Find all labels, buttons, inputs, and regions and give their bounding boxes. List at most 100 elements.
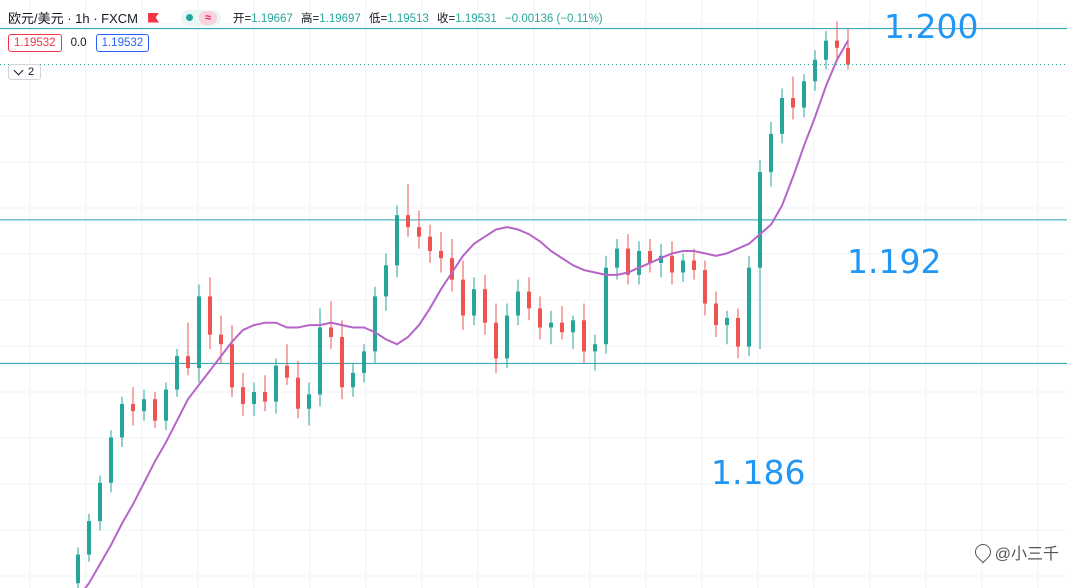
candle-body bbox=[593, 344, 597, 352]
candle bbox=[175, 348, 179, 397]
candle-body bbox=[219, 334, 223, 345]
candle-body bbox=[362, 351, 366, 373]
candle bbox=[131, 387, 135, 426]
indicators-legend: 2 bbox=[8, 64, 42, 80]
candle bbox=[439, 231, 443, 273]
sell-button[interactable]: 1.19532 bbox=[8, 34, 62, 52]
candle bbox=[208, 277, 212, 349]
watermark-text: @小三千 bbox=[994, 546, 1059, 563]
candle bbox=[329, 301, 333, 349]
candle-body bbox=[164, 389, 168, 421]
candle-body bbox=[494, 322, 498, 359]
trade-panel: 1.19532 0.0 1.19532 bbox=[8, 34, 150, 52]
candle bbox=[560, 305, 564, 340]
low-label: 低= bbox=[369, 12, 388, 25]
candle-body bbox=[252, 392, 256, 404]
candle bbox=[681, 253, 685, 283]
candle-body bbox=[813, 59, 817, 82]
candle-body bbox=[296, 377, 300, 409]
candle-body bbox=[340, 337, 344, 388]
candle bbox=[703, 260, 707, 316]
candle bbox=[153, 392, 157, 428]
candle-body bbox=[197, 296, 201, 369]
buy-button[interactable]: 1.19532 bbox=[95, 34, 150, 52]
candle bbox=[450, 239, 454, 292]
candle-body bbox=[692, 260, 696, 271]
candle-body bbox=[648, 250, 652, 263]
candle bbox=[648, 239, 652, 273]
candle bbox=[494, 303, 498, 373]
candle-body bbox=[318, 327, 322, 395]
candle bbox=[670, 241, 674, 285]
candle bbox=[230, 325, 234, 397]
close-label: 收= bbox=[437, 12, 456, 25]
candle-body bbox=[450, 258, 454, 280]
level-label-1186: 1.186 bbox=[711, 453, 806, 492]
candle-body bbox=[549, 322, 553, 328]
candle-body bbox=[736, 317, 740, 347]
status-dot-icon bbox=[186, 14, 194, 21]
candle bbox=[835, 21, 839, 60]
candle bbox=[395, 205, 399, 278]
candle-body bbox=[758, 172, 762, 268]
candle bbox=[725, 310, 729, 345]
market-status[interactable]: ≈ bbox=[181, 9, 222, 26]
candle bbox=[747, 255, 751, 357]
candle-body bbox=[307, 394, 311, 409]
candle-body bbox=[769, 133, 773, 173]
symbol-title[interactable]: 欧元/美元 · 1h · FXCM bbox=[8, 11, 139, 26]
candle-body bbox=[406, 215, 410, 228]
candle bbox=[285, 344, 289, 385]
low-value: 1.19513 bbox=[387, 12, 429, 25]
candle-body bbox=[703, 270, 707, 304]
candle-body bbox=[780, 98, 784, 134]
symbol-legend: 欧元/美元 · 1h · FXCM ≈ 开=1.19667 高=1.19697 … bbox=[8, 8, 603, 27]
candle bbox=[593, 334, 597, 371]
candle-body bbox=[274, 365, 278, 402]
candle-body bbox=[560, 322, 564, 333]
candle bbox=[736, 308, 740, 359]
candle bbox=[637, 241, 641, 285]
candle-body bbox=[153, 399, 157, 421]
candle-body bbox=[142, 399, 146, 412]
candle bbox=[318, 308, 322, 407]
candle-body bbox=[670, 255, 674, 273]
spread-value: 0.0 bbox=[70, 37, 87, 49]
candle bbox=[769, 121, 773, 187]
indicators-toggle-button[interactable]: 2 bbox=[8, 64, 42, 80]
candle bbox=[692, 248, 696, 280]
candle-body bbox=[461, 279, 465, 316]
candle bbox=[76, 547, 80, 588]
candle bbox=[626, 234, 630, 285]
candle-body bbox=[208, 296, 212, 335]
candle bbox=[109, 430, 113, 493]
wechat-icon bbox=[971, 540, 995, 564]
candle bbox=[472, 277, 476, 326]
candle-body bbox=[835, 40, 839, 48]
candle-body bbox=[76, 554, 80, 584]
candle bbox=[252, 382, 256, 416]
candle bbox=[549, 310, 553, 345]
candle-body bbox=[714, 303, 718, 326]
candle-body bbox=[571, 320, 575, 333]
candle bbox=[582, 303, 586, 364]
candle bbox=[307, 382, 311, 426]
candle-body bbox=[417, 227, 421, 237]
candle bbox=[791, 76, 795, 120]
open-label: 开= bbox=[233, 12, 252, 25]
candle bbox=[296, 360, 300, 419]
indicators-count: 2 bbox=[28, 66, 35, 78]
candle bbox=[813, 50, 817, 91]
moving-average-line bbox=[84, 40, 849, 588]
candle bbox=[758, 160, 762, 349]
candle bbox=[604, 255, 608, 354]
candle bbox=[824, 31, 828, 70]
candle-body bbox=[747, 267, 751, 347]
candle bbox=[351, 363, 355, 397]
candle-body bbox=[98, 482, 102, 522]
candle bbox=[417, 210, 421, 249]
candle-body bbox=[186, 356, 190, 369]
candle bbox=[571, 315, 575, 349]
